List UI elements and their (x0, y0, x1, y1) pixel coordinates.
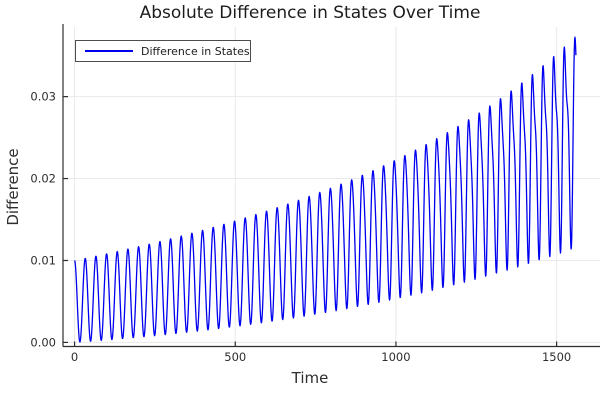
legend: Difference in States (75, 40, 251, 62)
y-tick-label: 0.03 (30, 90, 56, 104)
x-axis-label: Time (291, 369, 329, 387)
y-tick-label: 0.00 (30, 335, 56, 349)
y-tick-label: 0.02 (30, 172, 56, 186)
legend-label: Difference in States (141, 44, 250, 58)
x-tick-label: 1000 (381, 350, 410, 364)
x-tick-label: 1500 (542, 350, 571, 364)
data-line (73, 36, 577, 343)
x-tick-label: 0 (71, 350, 78, 364)
x-tick-label: 500 (224, 350, 246, 364)
chart-title: Absolute Difference in States Over Time (139, 3, 481, 23)
legend-line-sample (85, 50, 133, 52)
y-tick-label: 0.01 (30, 253, 56, 267)
